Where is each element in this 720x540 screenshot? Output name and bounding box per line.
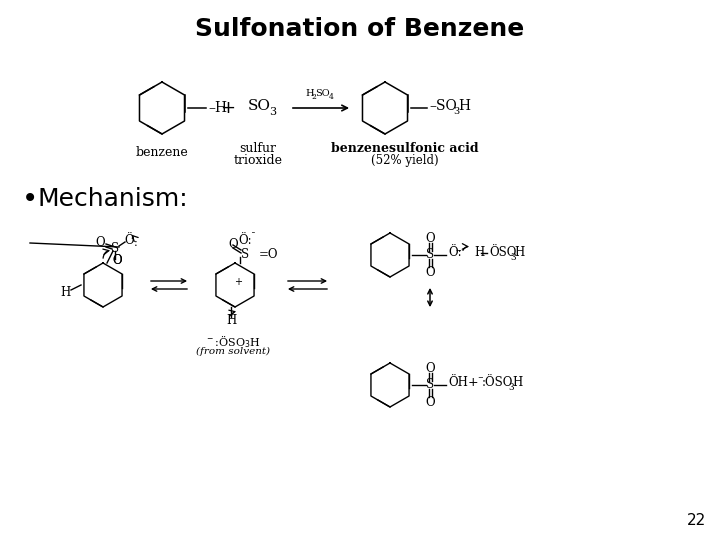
Text: $^-$: $^-$ [476,376,485,386]
Text: benzenesulfonic acid: benzenesulfonic acid [331,142,479,155]
Text: 2: 2 [311,93,316,101]
Text: (52% yield): (52% yield) [372,154,438,167]
Text: $^-$:ÖSO$_3$H: $^-$:ÖSO$_3$H [205,333,261,350]
Text: O: O [426,361,435,375]
Text: H: H [458,99,470,113]
Text: H: H [305,89,314,98]
Text: H: H [226,314,236,327]
Text: Ö:: Ö: [238,234,252,247]
Text: –SO: –SO [429,99,456,113]
Text: ÖH: ÖH [448,376,468,389]
Text: sulfur: sulfur [240,142,276,155]
Text: (from solvent): (from solvent) [196,347,270,356]
Text: trioxide: trioxide [233,154,282,167]
Text: +: + [468,376,479,389]
Text: S: S [241,248,249,261]
Text: H: H [514,246,524,260]
Text: O: O [95,237,105,249]
Text: H: H [60,287,70,300]
Text: ¯: ¯ [251,233,256,241]
Text: +: + [234,277,242,287]
Text: –: – [456,245,462,255]
Text: S: S [426,379,434,392]
Text: •: • [22,185,38,213]
Text: SO: SO [248,99,271,113]
Text: 3: 3 [508,382,513,392]
Text: O: O [228,239,238,252]
Text: =O: =O [259,248,279,261]
Text: :ÖSO: :ÖSO [482,376,513,389]
Text: O: O [426,232,435,245]
Text: +: + [220,99,235,117]
Text: S: S [426,248,434,261]
Text: O: O [112,254,122,267]
Text: Mechanism:: Mechanism: [38,187,189,211]
Text: H: H [512,376,522,389]
Text: O: O [112,254,122,267]
Text: :: : [134,238,138,248]
Text: 3: 3 [510,253,516,261]
Text: O: O [426,395,435,408]
Text: 3: 3 [453,106,459,116]
Text: benzene: benzene [135,146,189,159]
Text: Sulfonation of Benzene: Sulfonation of Benzene [195,17,525,41]
Text: 3: 3 [269,107,276,117]
Text: SO: SO [315,89,330,98]
Text: 22: 22 [687,513,706,528]
Text: 4: 4 [329,93,334,101]
Text: O: O [426,266,435,279]
Text: ÖSO: ÖSO [489,246,516,260]
Text: Ö:: Ö: [448,246,462,260]
Text: S: S [111,242,119,255]
Text: –H: –H [208,101,227,115]
Text: H: H [474,246,485,260]
Text: Ö: Ö [124,234,134,247]
